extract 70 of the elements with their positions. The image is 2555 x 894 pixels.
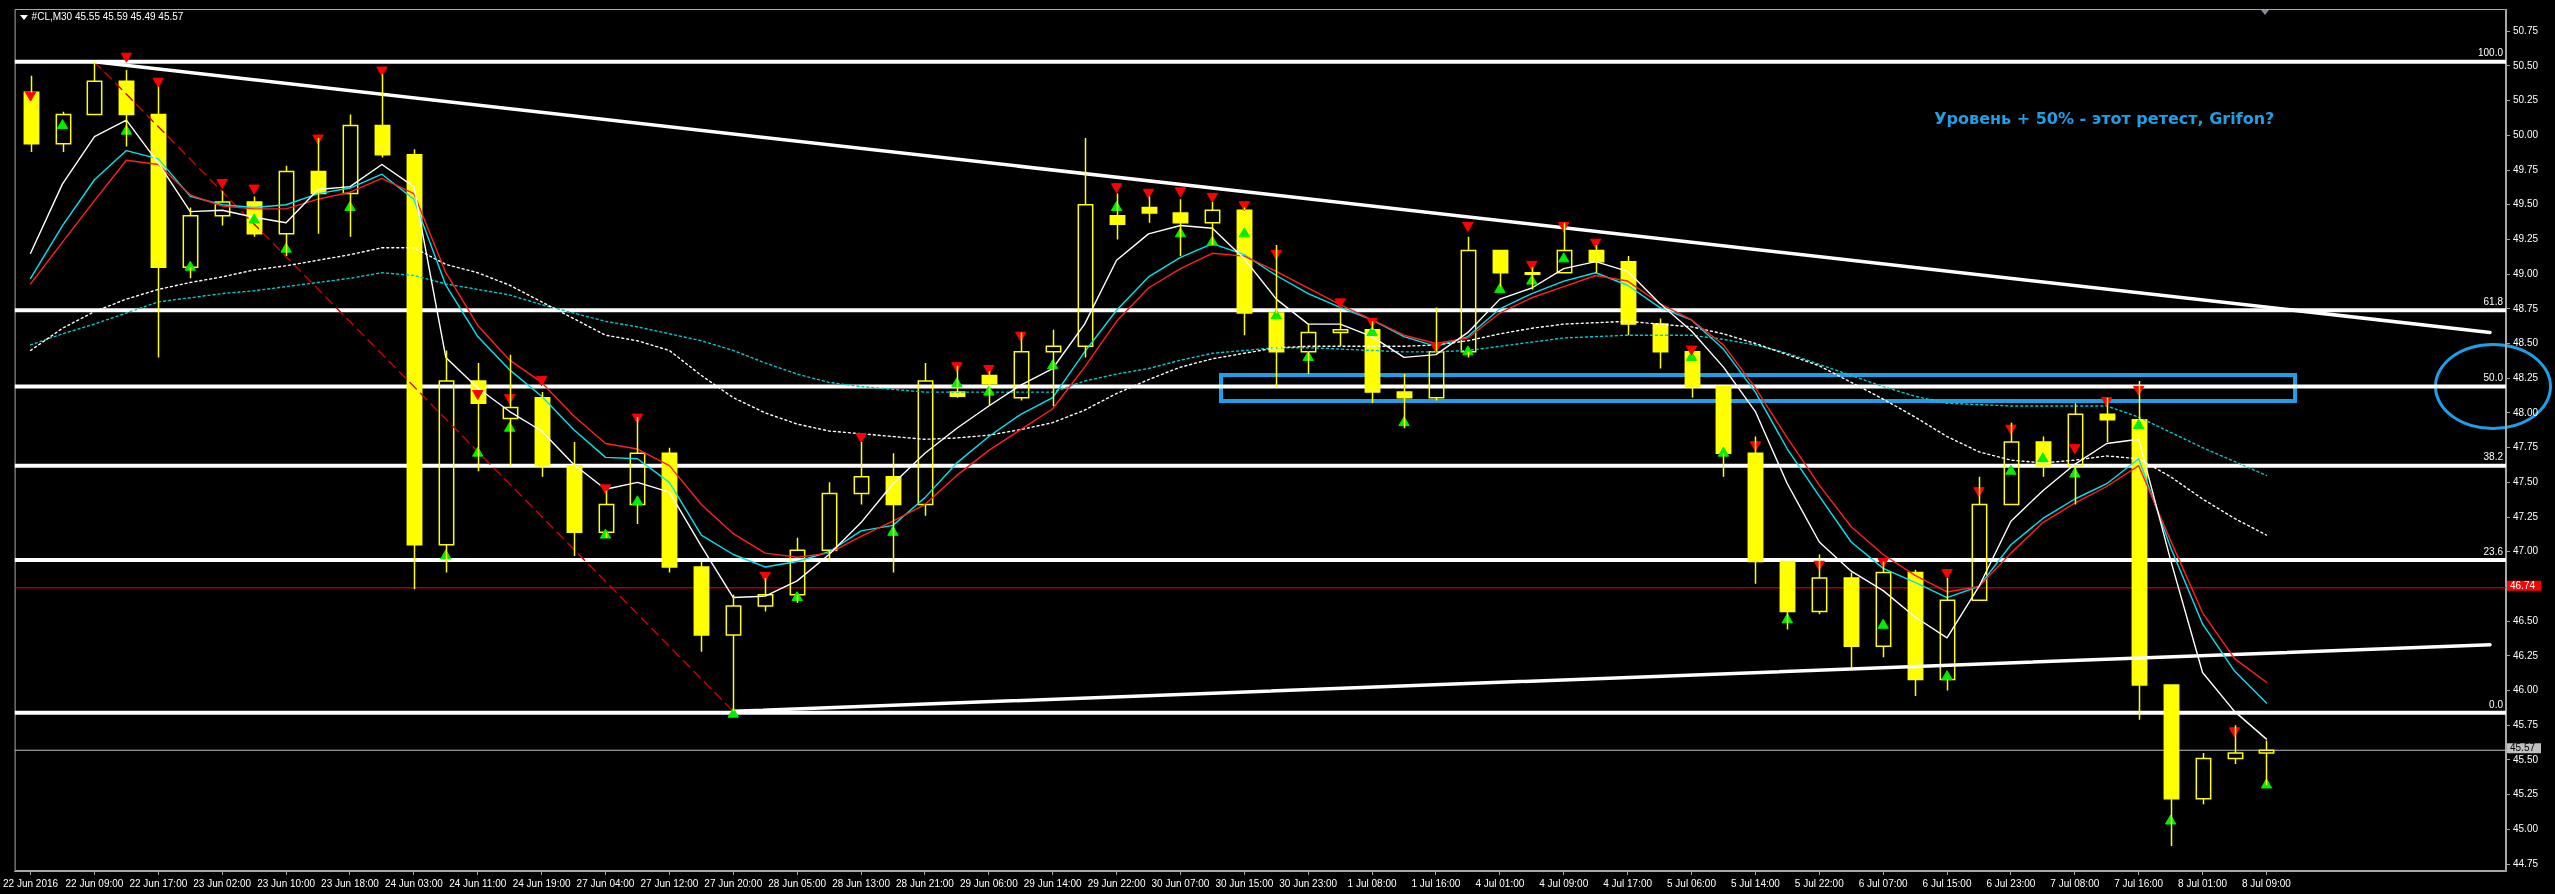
y-tick-label: 46.50 <box>2513 614 2539 626</box>
annotation: 100.0 <box>2477 47 2504 59</box>
y-tick-label: 45.50 <box>2513 753 2539 765</box>
x-tick-label: 22 Jun 09:00 <box>65 877 124 889</box>
chart-title: #CL,M30 45.55 45.59 45.49 45.57 <box>31 11 184 23</box>
x-tick-label: 6 Jul 07:00 <box>1858 877 1909 889</box>
annotation: 50.0 <box>2483 372 2504 384</box>
y-tick-label: 48.75 <box>2513 302 2539 314</box>
annotation: 61.8 <box>2483 295 2504 307</box>
annotation: 38.2 <box>2483 451 2504 463</box>
y-tick-label: 45.25 <box>2513 788 2539 800</box>
x-tick-label: 22 Jun 17:00 <box>129 877 188 889</box>
x-tick-label: 8 Jul 01:00 <box>2178 877 2228 889</box>
x-tick-label: 28 Jun 21:00 <box>896 877 955 889</box>
x-tick-label: 5 Jul 06:00 <box>1667 877 1717 889</box>
annotation: 0.0 <box>2489 698 2504 710</box>
x-tick-label: 23 Jun 18:00 <box>321 877 380 889</box>
y-tick-label: 47.00 <box>2513 545 2539 557</box>
x-tick-label: 24 Jun 03:00 <box>384 877 444 889</box>
x-tick-label: 29 Jun 14:00 <box>1023 877 1083 889</box>
x-tick-label: 23 Jun 02:00 <box>193 877 252 889</box>
y-tick-label: 48.50 <box>2513 337 2539 349</box>
y-tick-label: 50.50 <box>2513 59 2539 71</box>
y-tick-label: 46.00 <box>2513 684 2539 696</box>
y-tick-label: 50.25 <box>2513 94 2539 106</box>
x-tick-label: 23 Jun 10:00 <box>257 877 316 889</box>
y-tick-label: 50.75 <box>2513 24 2539 36</box>
y-tick-label: 49.00 <box>2513 267 2539 279</box>
x-tick-label: 24 Jun 19:00 <box>512 877 571 889</box>
x-tick-label: 24 Jun 11:00 <box>449 877 507 889</box>
x-tick-label: 1 Jul 08:00 <box>1347 877 1397 889</box>
y-tick-label: 50.00 <box>2513 129 2539 141</box>
x-tick-label: 28 Jun 13:00 <box>832 877 891 889</box>
x-tick-label: 28 Jun 05:00 <box>768 877 827 889</box>
x-tick-label: 6 Jul 15:00 <box>1922 877 1972 889</box>
x-tick-label: 29 Jun 22:00 <box>1087 877 1146 889</box>
y-tick-label: 47.25 <box>2513 510 2539 522</box>
x-tick-label: 27 Jun 04:00 <box>576 877 635 889</box>
y-tick-label: 48.00 <box>2513 406 2539 418</box>
annotation: 23.6 <box>2483 545 2504 557</box>
x-tick-label: 4 Jul 17:00 <box>1603 877 1653 889</box>
x-tick-label: 1 Jul 16:00 <box>1411 877 1461 889</box>
x-tick-label: 7 Jul 16:00 <box>2114 877 2164 889</box>
y-tick-label: 48.25 <box>2513 371 2539 383</box>
x-tick-label: 27 Jun 12:00 <box>640 877 699 889</box>
x-tick-label: 30 Jun 07:00 <box>1151 877 1210 889</box>
y-tick-label: 44.75 <box>2513 857 2539 869</box>
x-tick-label: 4 Jul 01:00 <box>1475 877 1525 889</box>
x-tick-label: 29 Jun 06:00 <box>959 877 1019 889</box>
y-tick-label: 45.00 <box>2513 823 2539 835</box>
x-tick-label: 5 Jul 14:00 <box>1730 877 1781 889</box>
y-tick-label: 49.50 <box>2513 198 2539 210</box>
y-tick-label: 46.25 <box>2513 649 2539 661</box>
y-tick-label: 49.25 <box>2513 233 2539 245</box>
x-tick-label: 7 Jul 08:00 <box>2050 877 2100 889</box>
y-tick-label: 49.75 <box>2513 163 2539 175</box>
x-tick-label: 30 Jun 15:00 <box>1215 877 1274 889</box>
y-tick-label: 47.50 <box>2513 476 2539 488</box>
y-tick-label: 45.75 <box>2513 719 2539 730</box>
y-tick-label: 47.75 <box>2513 441 2539 453</box>
x-tick-label: 22 Jun 2016 <box>3 877 59 889</box>
ref-line-label: 45.57 <box>2510 742 2536 754</box>
x-tick-label: 6 Jul 23:00 <box>1986 877 2036 889</box>
x-tick-label: 5 Jul 22:00 <box>1794 877 1845 889</box>
x-tick-label: 8 Jul 09:00 <box>2241 877 2292 889</box>
x-tick-label: 27 Jun 20:00 <box>704 877 763 889</box>
x-tick-label: 30 Jun 23:00 <box>1279 877 1338 889</box>
annotation: Уровень + 50% - этот ретест, Grifon? <box>1934 109 2275 130</box>
ref-line-label: 46.74 <box>2510 580 2536 592</box>
x-tick-label: 4 Jul 09:00 <box>1539 877 1589 889</box>
